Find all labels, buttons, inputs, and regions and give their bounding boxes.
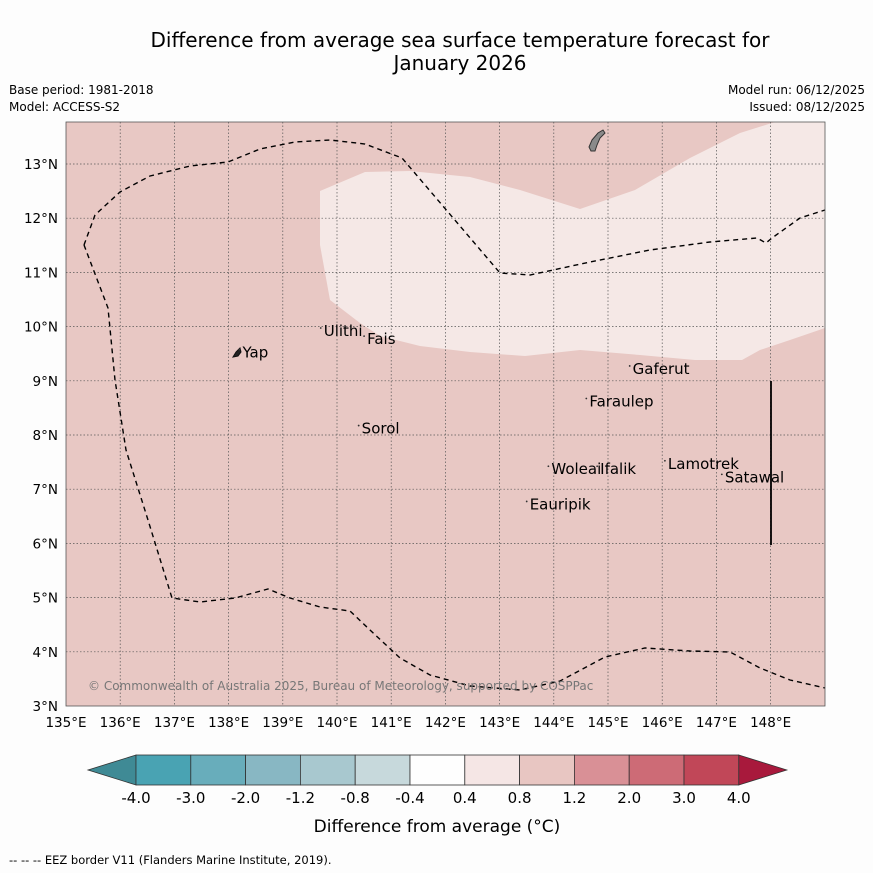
- eez-border-palau: [83, 244, 826, 691]
- guam-island: [588, 129, 606, 152]
- place-marker: [596, 465, 599, 468]
- colorbar-segment: [574, 754, 630, 786]
- place-label-yap: Yap: [241, 344, 268, 362]
- lon-tick-label: 135°E: [45, 715, 86, 731]
- place-marker: [547, 465, 550, 468]
- place-labels: Yap Ulithi Fais Sorol Gaferut Faraulep Lamotre…: [238, 322, 784, 513]
- colorbar-tick-label: -2.0: [231, 789, 260, 807]
- lon-tick-label: 141°E: [371, 715, 412, 731]
- base-period: Base period: 1981-2018: [9, 83, 154, 97]
- colorbar-tick-label: 2.0: [617, 789, 641, 807]
- axis-tick-labels: 135°E 136°E 137°E 138°E 139°E 140°E 141°E 142°E…: [24, 157, 791, 731]
- lat-tick-label: 3°N: [33, 699, 58, 715]
- colorbar-tick-label: -4.0: [121, 789, 150, 807]
- colorbar-segment: [245, 754, 301, 786]
- colorbar-segment: [683, 754, 740, 786]
- place-label-ifalik: Ifalik: [600, 460, 636, 478]
- colorbar-segment: [354, 754, 411, 786]
- colorbar-tick-label: 1.2: [562, 789, 586, 807]
- colorbar-segment: [628, 754, 685, 786]
- lat-tick-label: 10°N: [24, 320, 58, 336]
- lon-tick-label: 137°E: [154, 715, 195, 731]
- colorbar-tick-label: 0.4: [453, 789, 477, 807]
- lon-tick-label: 148°E: [750, 715, 791, 731]
- colorbar-title: Difference from average (°C): [314, 817, 561, 837]
- colorbar-tick-label: 0.8: [508, 789, 532, 807]
- lat-tick-label: 4°N: [33, 645, 58, 661]
- colorbar-tick-label: 4.0: [727, 789, 751, 807]
- colorbar-tick-label: -0.8: [341, 789, 370, 807]
- lon-tick-label: 139°E: [262, 715, 303, 731]
- place-marker: [585, 397, 588, 400]
- lon-tick-label: 147°E: [696, 715, 737, 731]
- colorbar-legend: -4.0 -3.0 -2.0 -1.2 -0.8 -0.4 0.4 0.8 1.2 2.0 3.0 4…: [86, 754, 789, 807]
- eez-border-fsm: [83, 139, 826, 276]
- colorbar-segment: [519, 754, 575, 786]
- colorbar-segment: [464, 754, 520, 786]
- lat-tick-label: 12°N: [24, 211, 58, 227]
- lon-tick-label: 140°E: [316, 715, 357, 731]
- lon-tick-label: 142°E: [425, 715, 466, 731]
- lon-tick-label: 146°E: [642, 715, 683, 731]
- lat-tick-label: 8°N: [33, 428, 58, 444]
- colorbar-tick-label: -3.0: [176, 789, 205, 807]
- place-marker: [363, 335, 365, 338]
- colorbar-tick-label: -1.2: [286, 789, 315, 807]
- colorbar-tick-label: -0.4: [395, 789, 424, 807]
- place-label-gaferut: Gaferut: [633, 360, 690, 378]
- lat-tick-label: 13°N: [24, 157, 58, 173]
- lat-tick-label: 5°N: [33, 591, 58, 607]
- colorbar-segment: [190, 754, 247, 786]
- lat-tick-label: 9°N: [33, 374, 58, 390]
- lat-tick-label: 7°N: [33, 482, 58, 498]
- eez-footnote: -- -- -- EEZ border V11 (Flanders Marine…: [9, 853, 332, 867]
- place-marker: [357, 424, 360, 427]
- lon-tick-label: 136°E: [100, 715, 141, 731]
- place-label-lamotrek: Lamotrek: [668, 455, 739, 473]
- colorbar-low-arrow: [86, 754, 137, 786]
- place-label-faraulep: Faraulep: [589, 392, 653, 410]
- issued-date: Issued: 08/12/2025: [749, 100, 865, 114]
- map-border: [65, 121, 826, 707]
- lat-tick-label: 6°N: [33, 536, 58, 552]
- warm-anomaly-patch: [320, 122, 825, 360]
- colorbar-segment: [299, 754, 356, 786]
- lat-tick-label: 11°N: [24, 265, 58, 281]
- title-line-1: Difference from average sea surface temp…: [150, 28, 770, 52]
- place-label-ulithi: Ulithi: [324, 322, 363, 340]
- colorbar-high-arrow: [738, 754, 789, 786]
- place-marker: [319, 327, 322, 329]
- colorbar-segment: [135, 754, 192, 786]
- place-label-woleai: Woleai: [551, 460, 601, 478]
- title-line-2: January 2026: [393, 51, 527, 75]
- lon-tick-label: 145°E: [587, 715, 628, 731]
- place-marker: [525, 500, 528, 503]
- lon-tick-label: 143°E: [479, 715, 520, 731]
- model-name: Model: ACCESS-S2: [9, 100, 121, 114]
- colorbar-segment: [409, 754, 466, 786]
- copyright-notice: © Commonwealth of Australia 2025, Bureau…: [88, 679, 593, 693]
- place-marker: [720, 473, 723, 476]
- place-marker: [238, 348, 241, 351]
- model-run: Model run: 06/12/2025: [727, 83, 865, 97]
- place-label-satawal: Satawal: [725, 468, 784, 486]
- place-label-sorol: Sorol: [362, 420, 400, 438]
- place-marker: [628, 365, 631, 367]
- place-label-fais: Fais: [367, 330, 396, 348]
- lon-tick-label: 138°E: [208, 715, 249, 731]
- place-marker: [664, 459, 666, 462]
- place-label-eauripik: Eauripik: [530, 495, 591, 513]
- colorbar-tick-label: 3.0: [672, 789, 696, 807]
- lon-tick-label: 144°E: [533, 715, 574, 731]
